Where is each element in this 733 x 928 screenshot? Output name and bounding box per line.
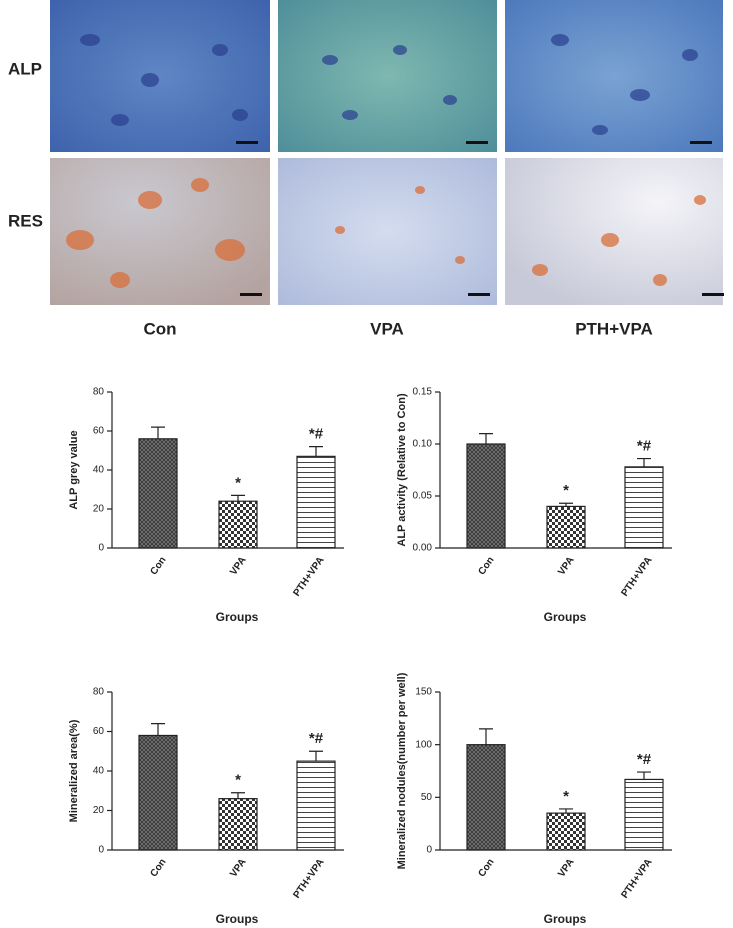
y-tick-label: 40 <box>93 766 105 777</box>
x-tick-label: Con <box>476 555 496 577</box>
x-axis-label: Groups <box>544 912 587 926</box>
significance-mark: *# <box>637 751 652 768</box>
micrographs: ALP RES Con VPA PTH+VPA <box>8 0 724 338</box>
significance-mark: *# <box>309 730 324 747</box>
micrograph <box>278 0 497 152</box>
bar <box>466 744 506 851</box>
x-tick-label: VPA <box>228 857 248 880</box>
error-bar <box>637 457 651 467</box>
column-label: VPA <box>370 319 404 338</box>
y-axis-label: ALP activity (Relative to Con) <box>396 393 408 547</box>
y-tick-label: 0.00 <box>413 543 433 554</box>
error-bar <box>479 433 493 444</box>
bar <box>138 438 178 549</box>
error-bar <box>231 792 245 799</box>
x-tick-label: Con <box>148 857 168 879</box>
x-axis-label: Groups <box>216 912 259 926</box>
y-tick-label: 0 <box>426 845 432 856</box>
column-label: PTH+VPA <box>575 319 653 338</box>
error-bar <box>479 728 493 745</box>
row-label: RES <box>8 211 43 230</box>
x-tick-label: PTH+VPA <box>291 555 326 599</box>
bar <box>546 505 586 549</box>
cells <box>80 34 698 135</box>
y-tick-label: 0 <box>98 543 104 554</box>
error-bar <box>151 723 165 736</box>
bar <box>138 734 178 851</box>
y-tick-label: 150 <box>415 687 432 698</box>
error-bar <box>309 750 323 762</box>
x-tick-label: VPA <box>556 555 576 578</box>
x-tick-label: VPA <box>228 555 248 578</box>
y-tick-label: 80 <box>93 687 105 698</box>
y-tick-label: 0.15 <box>413 387 433 398</box>
y-tick-label: 0.05 <box>413 491 433 502</box>
error-bar <box>637 771 651 780</box>
y-tick-label: 60 <box>93 726 105 737</box>
bar <box>218 798 258 851</box>
y-tick-label: 40 <box>93 465 105 476</box>
y-axis-label: Mineralized nodules(number per well) <box>396 672 408 869</box>
x-tick-label: VPA <box>556 857 576 880</box>
bar <box>466 443 506 549</box>
y-tick-label: 80 <box>93 387 105 398</box>
error-bar <box>309 446 323 457</box>
column-label: Con <box>143 319 176 338</box>
stain <box>66 178 706 288</box>
bar <box>296 455 336 549</box>
error-bar <box>231 494 245 502</box>
y-tick-label: 0.10 <box>413 439 433 450</box>
y-tick-label: 100 <box>415 739 432 750</box>
micrograph <box>278 158 497 305</box>
bar <box>624 466 664 549</box>
x-tick-label: PTH+VPA <box>619 857 654 901</box>
bar <box>218 500 258 549</box>
y-tick-label: 60 <box>93 426 105 437</box>
x-tick-label: Con <box>148 555 168 577</box>
significance-mark: *# <box>637 438 652 455</box>
scale-bars <box>236 141 724 296</box>
significance-mark: * <box>235 772 241 789</box>
bar <box>546 812 586 851</box>
x-tick-label: PTH+VPA <box>291 857 326 901</box>
y-axis-label: ALP grey value <box>68 430 80 509</box>
significance-mark: * <box>563 788 569 805</box>
x-tick-label: PTH+VPA <box>619 555 654 599</box>
y-tick-label: 0 <box>98 845 104 856</box>
y-tick-label: 50 <box>421 792 433 803</box>
micrograph <box>50 0 270 152</box>
row-label: ALP <box>8 59 42 78</box>
error-bar <box>559 502 573 507</box>
error-bar <box>151 426 165 439</box>
y-tick-label: 20 <box>93 805 105 816</box>
x-tick-label: Con <box>476 857 496 879</box>
significance-mark: * <box>563 482 569 499</box>
x-axis-label: Groups <box>544 610 587 624</box>
y-tick-label: 20 <box>93 504 105 515</box>
significance-mark: * <box>235 474 241 491</box>
micrograph <box>505 158 723 305</box>
y-axis-label: Mineralized area(%) <box>68 719 80 822</box>
x-axis-label: Groups <box>216 610 259 624</box>
error-bar <box>559 808 573 814</box>
bar <box>296 760 336 851</box>
micrograph <box>505 0 723 152</box>
bar <box>624 778 664 851</box>
significance-mark: *# <box>309 426 324 443</box>
